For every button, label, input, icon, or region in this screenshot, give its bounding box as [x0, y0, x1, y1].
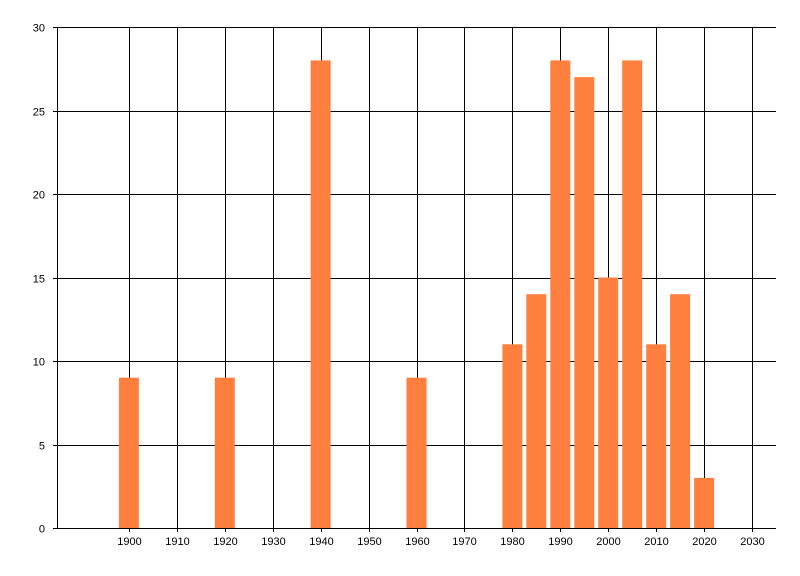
x-tick-label: 1990: [548, 536, 572, 548]
y-tick-label: 20: [33, 190, 45, 202]
y-tick-label: 25: [33, 107, 45, 119]
bar-1940: [310, 60, 331, 529]
bar-1900: [118, 377, 139, 528]
y-tick-label: 10: [33, 357, 45, 369]
y-tick-label: 15: [33, 274, 45, 286]
bar-1985: [526, 294, 547, 528]
bar-1920: [214, 377, 235, 528]
bar-2005: [622, 60, 643, 529]
x-tick-label: 2010: [644, 536, 668, 548]
x-tick-label: 2000: [596, 536, 620, 548]
bar-1980: [502, 344, 523, 528]
x-tick-label: 1940: [309, 536, 333, 548]
x-tick-label: 1980: [500, 536, 524, 548]
bar-2000: [598, 277, 619, 528]
bar-2015: [670, 294, 691, 528]
y-tick-labels: 0 5 10 15 20 25 30: [33, 23, 45, 536]
bar-2020: [694, 477, 715, 528]
bar-1990: [550, 60, 571, 529]
x-tick-label: 2030: [740, 536, 764, 548]
x-tick-label: 1900: [117, 536, 141, 548]
x-tick-label: 1950: [357, 536, 381, 548]
y-tick-label: 0: [39, 524, 45, 536]
x-tick-label: 1920: [213, 536, 237, 548]
x-tick-label: 1970: [452, 536, 476, 548]
x-tick-label: 2020: [692, 536, 716, 548]
grid-lines: [53, 27, 776, 532]
bars: [118, 60, 715, 529]
x-tick-label: 1910: [165, 536, 189, 548]
bar-2010: [646, 344, 667, 528]
x-tick-label: 1960: [405, 536, 429, 548]
x-tick-labels: 1900 1910 1920 1930 1940 1950 1960 1970 1980 1990…: [117, 536, 764, 548]
bar-1960: [406, 377, 427, 528]
bar-1995: [574, 77, 595, 528]
y-tick-label: 30: [33, 23, 45, 35]
x-tick-label: 1930: [261, 536, 285, 548]
y-tick-label: 5: [39, 441, 45, 453]
axes: [57, 27, 776, 529]
